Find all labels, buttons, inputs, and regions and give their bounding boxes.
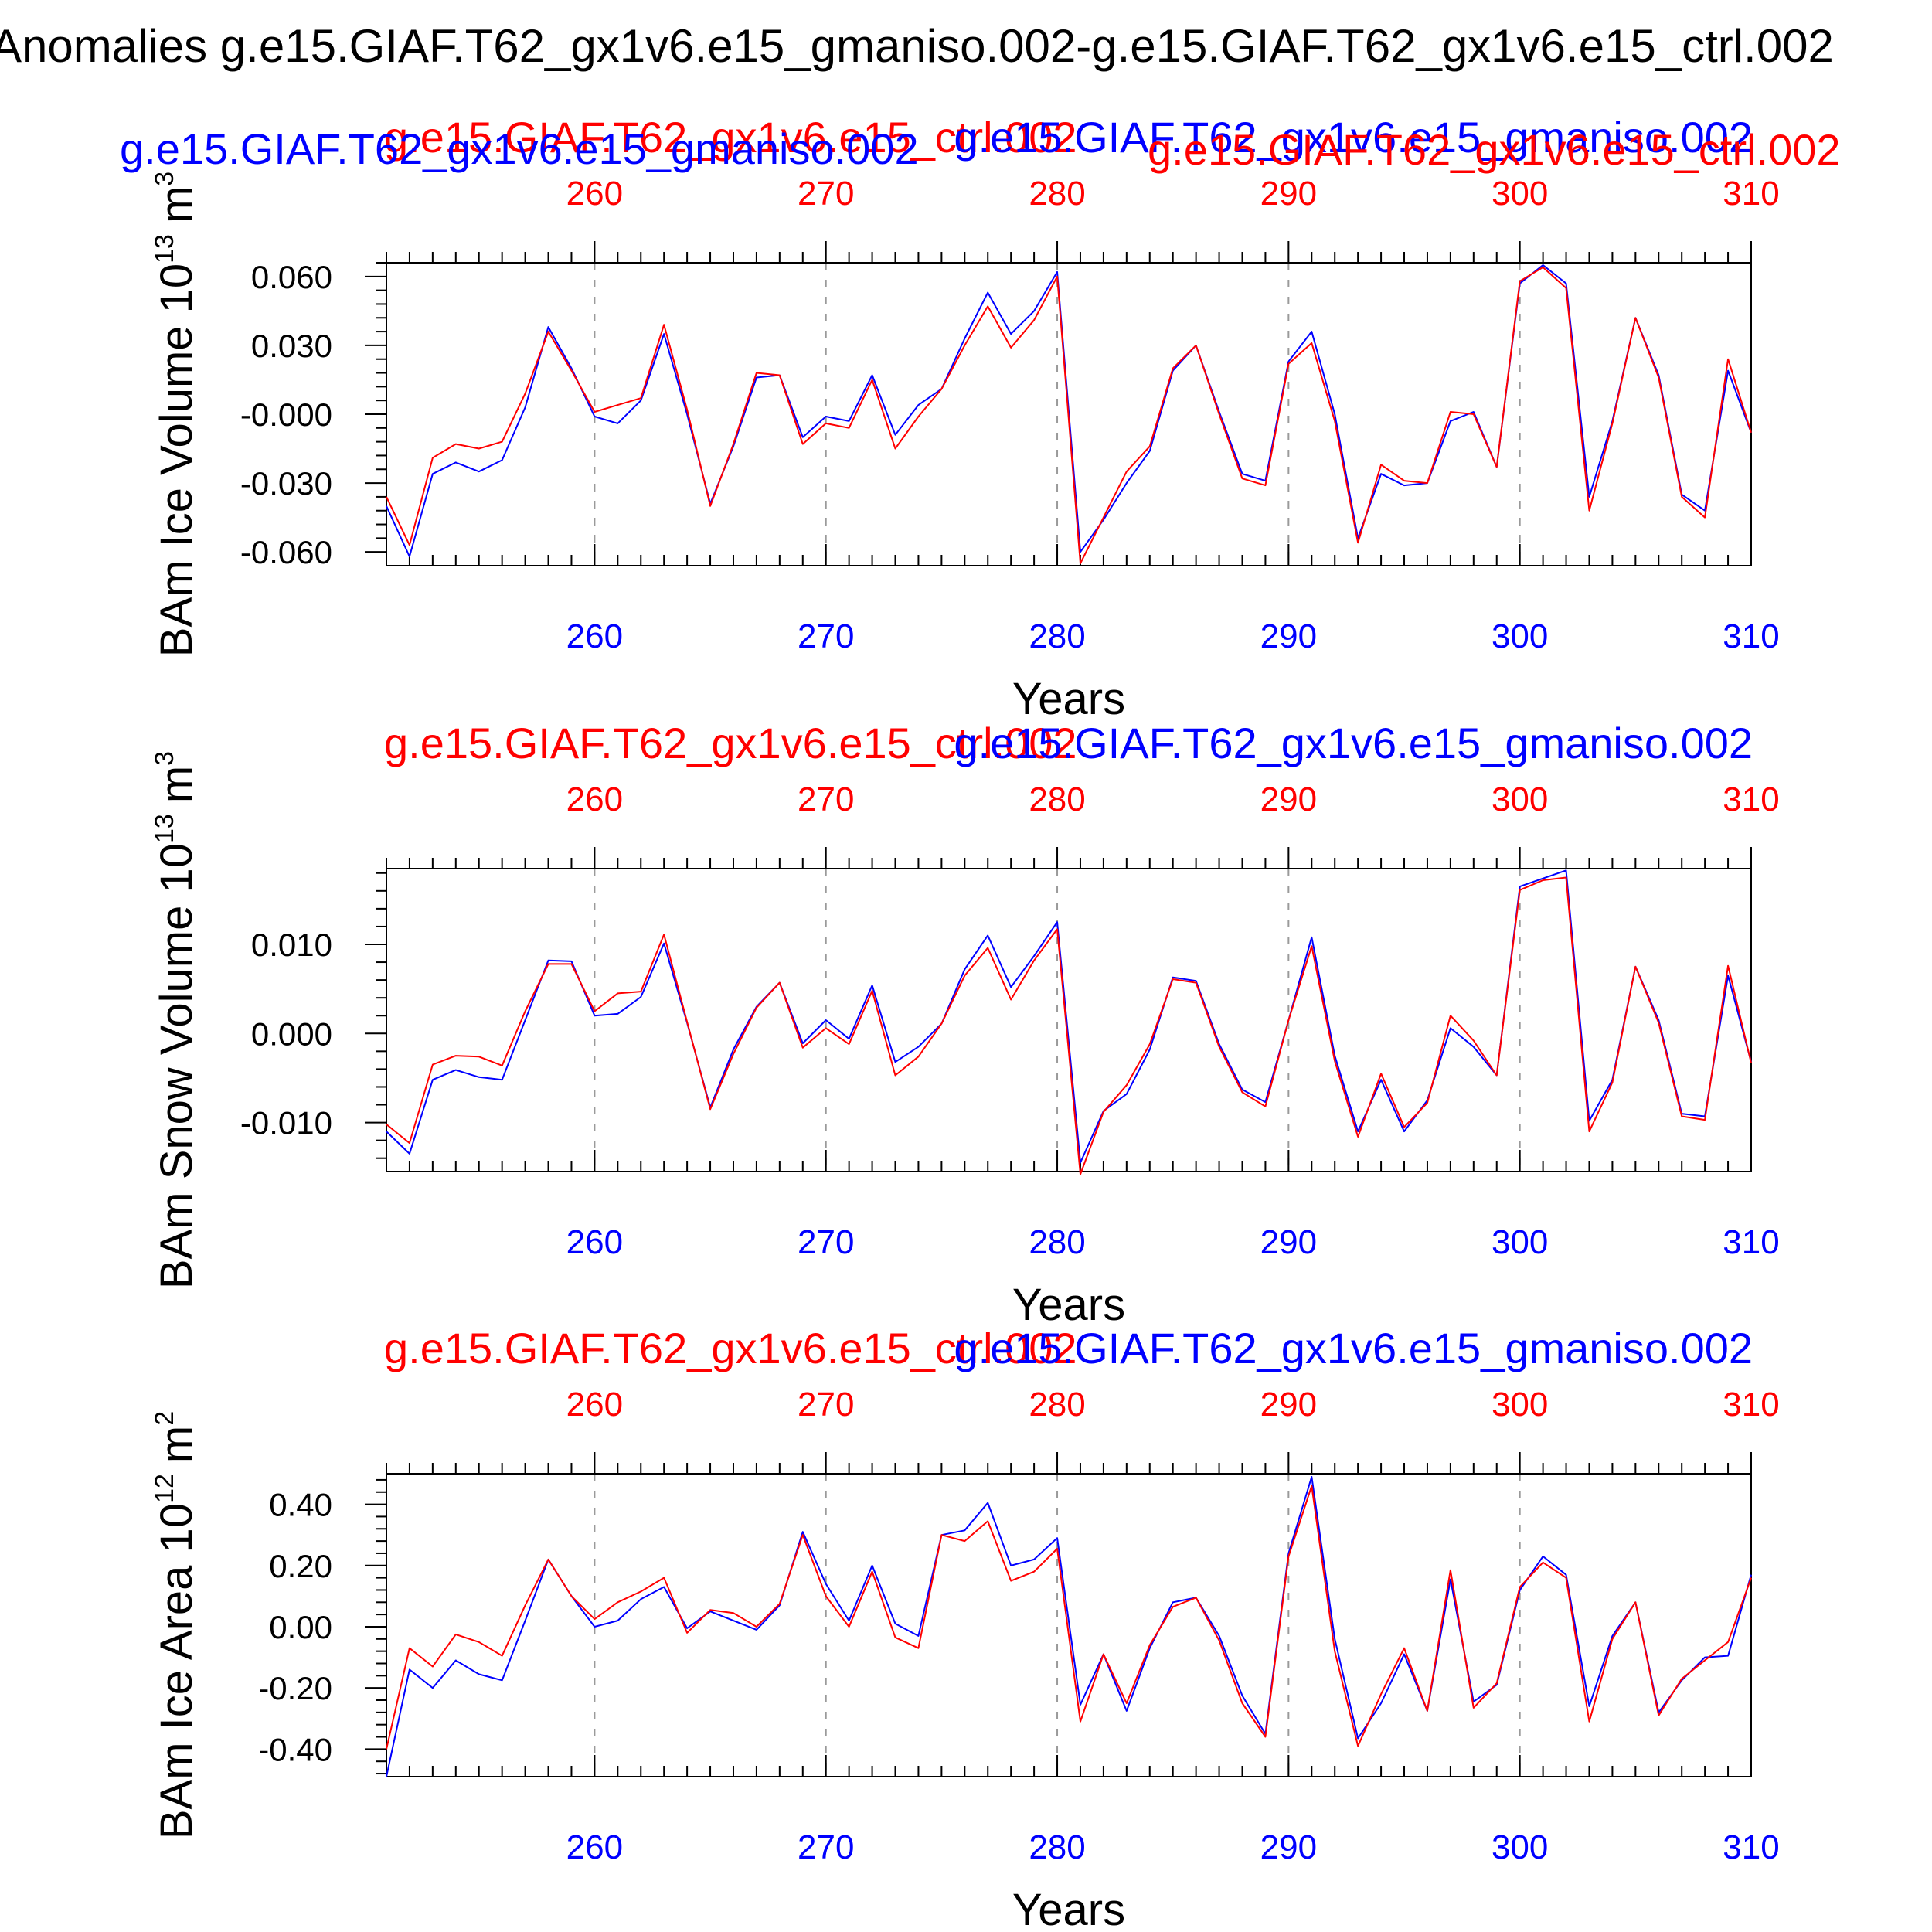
series-line-gmaniso bbox=[386, 869, 1752, 1164]
x-tick-label-top: 270 bbox=[798, 1386, 854, 1423]
x-tick-label-top: 280 bbox=[1029, 175, 1085, 213]
x-tick-label-top: 280 bbox=[1029, 781, 1085, 818]
x-tick-label-top: 260 bbox=[566, 175, 623, 213]
x-tick-label-bottom: 310 bbox=[1723, 1828, 1779, 1866]
y-axis-title-main: BAm Snow Volume 10 bbox=[151, 843, 202, 1289]
case-label-gmaniso: g.e15.GIAF.T62_gx1v6.e15_gmaniso.002 bbox=[954, 719, 1753, 767]
case-label-gmaniso: g.e15.GIAF.T62_gx1v6.e15_gmaniso.002 bbox=[954, 113, 1753, 162]
y-tick-label: 0.40 bbox=[269, 1487, 332, 1523]
y-tick-label: 0.030 bbox=[251, 328, 332, 364]
y-axis-title: BAm Ice Area 1012 m2 bbox=[150, 1411, 202, 1839]
case-label-ctrl: g.e15.GIAF.T62_gx1v6.e15_ctrl.002 bbox=[384, 113, 1077, 162]
series-line-gmaniso bbox=[386, 1476, 1752, 1777]
x-tick-label-top: 300 bbox=[1492, 781, 1548, 818]
panels: g.e15.GIAF.T62_gx1v6.e15_ctrl.002g.e15.G… bbox=[120, 113, 1841, 1932]
x-tick-label-bottom: 270 bbox=[798, 617, 854, 655]
y-tick-label: 0.00 bbox=[269, 1609, 332, 1645]
x-tick-label-top: 300 bbox=[1492, 175, 1548, 213]
x-tick-label-top: 270 bbox=[798, 781, 854, 818]
x-axis-title: Years bbox=[1012, 674, 1125, 724]
series-line-ctrl bbox=[386, 266, 1752, 564]
x-tick-label-bottom: 310 bbox=[1723, 617, 1779, 655]
x-tick-label-bottom: 290 bbox=[1260, 617, 1317, 655]
x-tick-label-bottom: 310 bbox=[1723, 1223, 1779, 1261]
case-label-ctrl: g.e15.GIAF.T62_gx1v6.e15_ctrl.002 bbox=[384, 1324, 1077, 1372]
x-tick-label-bottom: 280 bbox=[1029, 617, 1085, 655]
y-tick-label: 0.20 bbox=[269, 1548, 332, 1584]
y-axis-title-unit: m bbox=[151, 186, 202, 223]
x-tick-label-top: 260 bbox=[566, 1386, 623, 1423]
x-tick-label-top: 290 bbox=[1260, 1386, 1317, 1423]
case-label-gmaniso-left: g.e15.GIAF.T62_gx1v6.e15_gmaniso.002 bbox=[120, 124, 919, 173]
x-tick-label-bottom: 280 bbox=[1029, 1223, 1085, 1261]
series-line-ctrl bbox=[386, 1485, 1752, 1750]
y-tick-label: 0.000 bbox=[251, 1015, 332, 1052]
x-tick-label-bottom: 270 bbox=[798, 1223, 854, 1261]
chart-panel-3: g.e15.GIAF.T62_gx1v6.e15_ctrl.002g.e15.G… bbox=[150, 1324, 1780, 1932]
chart-panel-2: g.e15.GIAF.T62_gx1v6.e15_ctrl.002g.e15.G… bbox=[150, 719, 1780, 1330]
y-axis-title-unit-exp: 2 bbox=[150, 1411, 179, 1426]
series-line-ctrl bbox=[386, 876, 1752, 1175]
y-axis-title-unit-exp: 3 bbox=[150, 751, 179, 766]
y-tick-label: -0.40 bbox=[258, 1731, 332, 1767]
y-tick-label: -0.000 bbox=[240, 396, 332, 433]
x-tick-label-bottom: 260 bbox=[566, 617, 623, 655]
y-axis-title-exp: 13 bbox=[150, 234, 179, 264]
x-tick-label-bottom: 280 bbox=[1029, 1828, 1085, 1866]
y-axis-title-main: BAm Ice Volume 10 bbox=[151, 264, 202, 657]
y-tick-label: 0.010 bbox=[251, 927, 332, 963]
y-axis-title: BAm Snow Volume 1013 m3 bbox=[150, 751, 202, 1289]
x-tick-label-top: 310 bbox=[1723, 175, 1779, 213]
x-tick-label-bottom: 300 bbox=[1492, 1223, 1548, 1261]
y-tick-label: 0.060 bbox=[251, 259, 332, 295]
x-tick-label-bottom: 300 bbox=[1492, 617, 1548, 655]
x-axis-title: Years bbox=[1012, 1280, 1125, 1330]
y-tick-label: -0.010 bbox=[240, 1105, 332, 1141]
x-tick-label-top: 290 bbox=[1260, 175, 1317, 213]
y-tick-label: -0.030 bbox=[240, 465, 332, 502]
x-tick-label-bottom: 290 bbox=[1260, 1828, 1317, 1866]
x-tick-label-bottom: 260 bbox=[566, 1223, 623, 1261]
y-tick-label: -0.20 bbox=[258, 1670, 332, 1706]
y-axis-title-unit: m bbox=[151, 766, 202, 803]
x-tick-label-top: 260 bbox=[566, 781, 623, 818]
x-tick-label-top: 300 bbox=[1492, 1386, 1548, 1423]
case-label-gmaniso: g.e15.GIAF.T62_gx1v6.e15_gmaniso.002 bbox=[954, 1324, 1753, 1372]
figure-title: Anomalies g.e15.GIAF.T62_gx1v6.e15_gmani… bbox=[0, 20, 1834, 72]
plot-frame bbox=[386, 868, 1752, 1172]
x-tick-label-bottom: 260 bbox=[566, 1828, 623, 1866]
chart-panel-1: g.e15.GIAF.T62_gx1v6.e15_ctrl.002g.e15.G… bbox=[120, 113, 1841, 724]
y-axis-title-exp: 13 bbox=[150, 814, 179, 843]
x-tick-label-top: 270 bbox=[798, 175, 854, 213]
plot-frame bbox=[386, 1473, 1752, 1777]
y-axis-title-exp: 12 bbox=[150, 1474, 179, 1503]
x-tick-label-bottom: 270 bbox=[798, 1828, 854, 1866]
x-tick-label-top: 290 bbox=[1260, 781, 1317, 818]
x-tick-label-top: 310 bbox=[1723, 781, 1779, 818]
case-label-ctrl: g.e15.GIAF.T62_gx1v6.e15_ctrl.002 bbox=[384, 719, 1077, 767]
x-tick-label-top: 310 bbox=[1723, 1386, 1779, 1423]
y-axis-title-unit-exp: 3 bbox=[150, 172, 179, 186]
x-tick-label-bottom: 300 bbox=[1492, 1828, 1548, 1866]
x-tick-label-bottom: 290 bbox=[1260, 1223, 1317, 1261]
y-axis-title-main: BAm Ice Area 10 bbox=[151, 1503, 202, 1839]
x-axis-title: Years bbox=[1012, 1885, 1125, 1932]
x-tick-label-top: 280 bbox=[1029, 1386, 1085, 1423]
case-label-ctrl-right: g.e15.GIAF.T62_gx1v6.e15_ctrl.002 bbox=[1148, 125, 1841, 174]
y-axis-title: BAm Ice Volume 1013 m3 bbox=[150, 172, 202, 657]
y-axis-title-unit: m bbox=[151, 1426, 202, 1463]
y-tick-label: -0.060 bbox=[240, 534, 332, 570]
